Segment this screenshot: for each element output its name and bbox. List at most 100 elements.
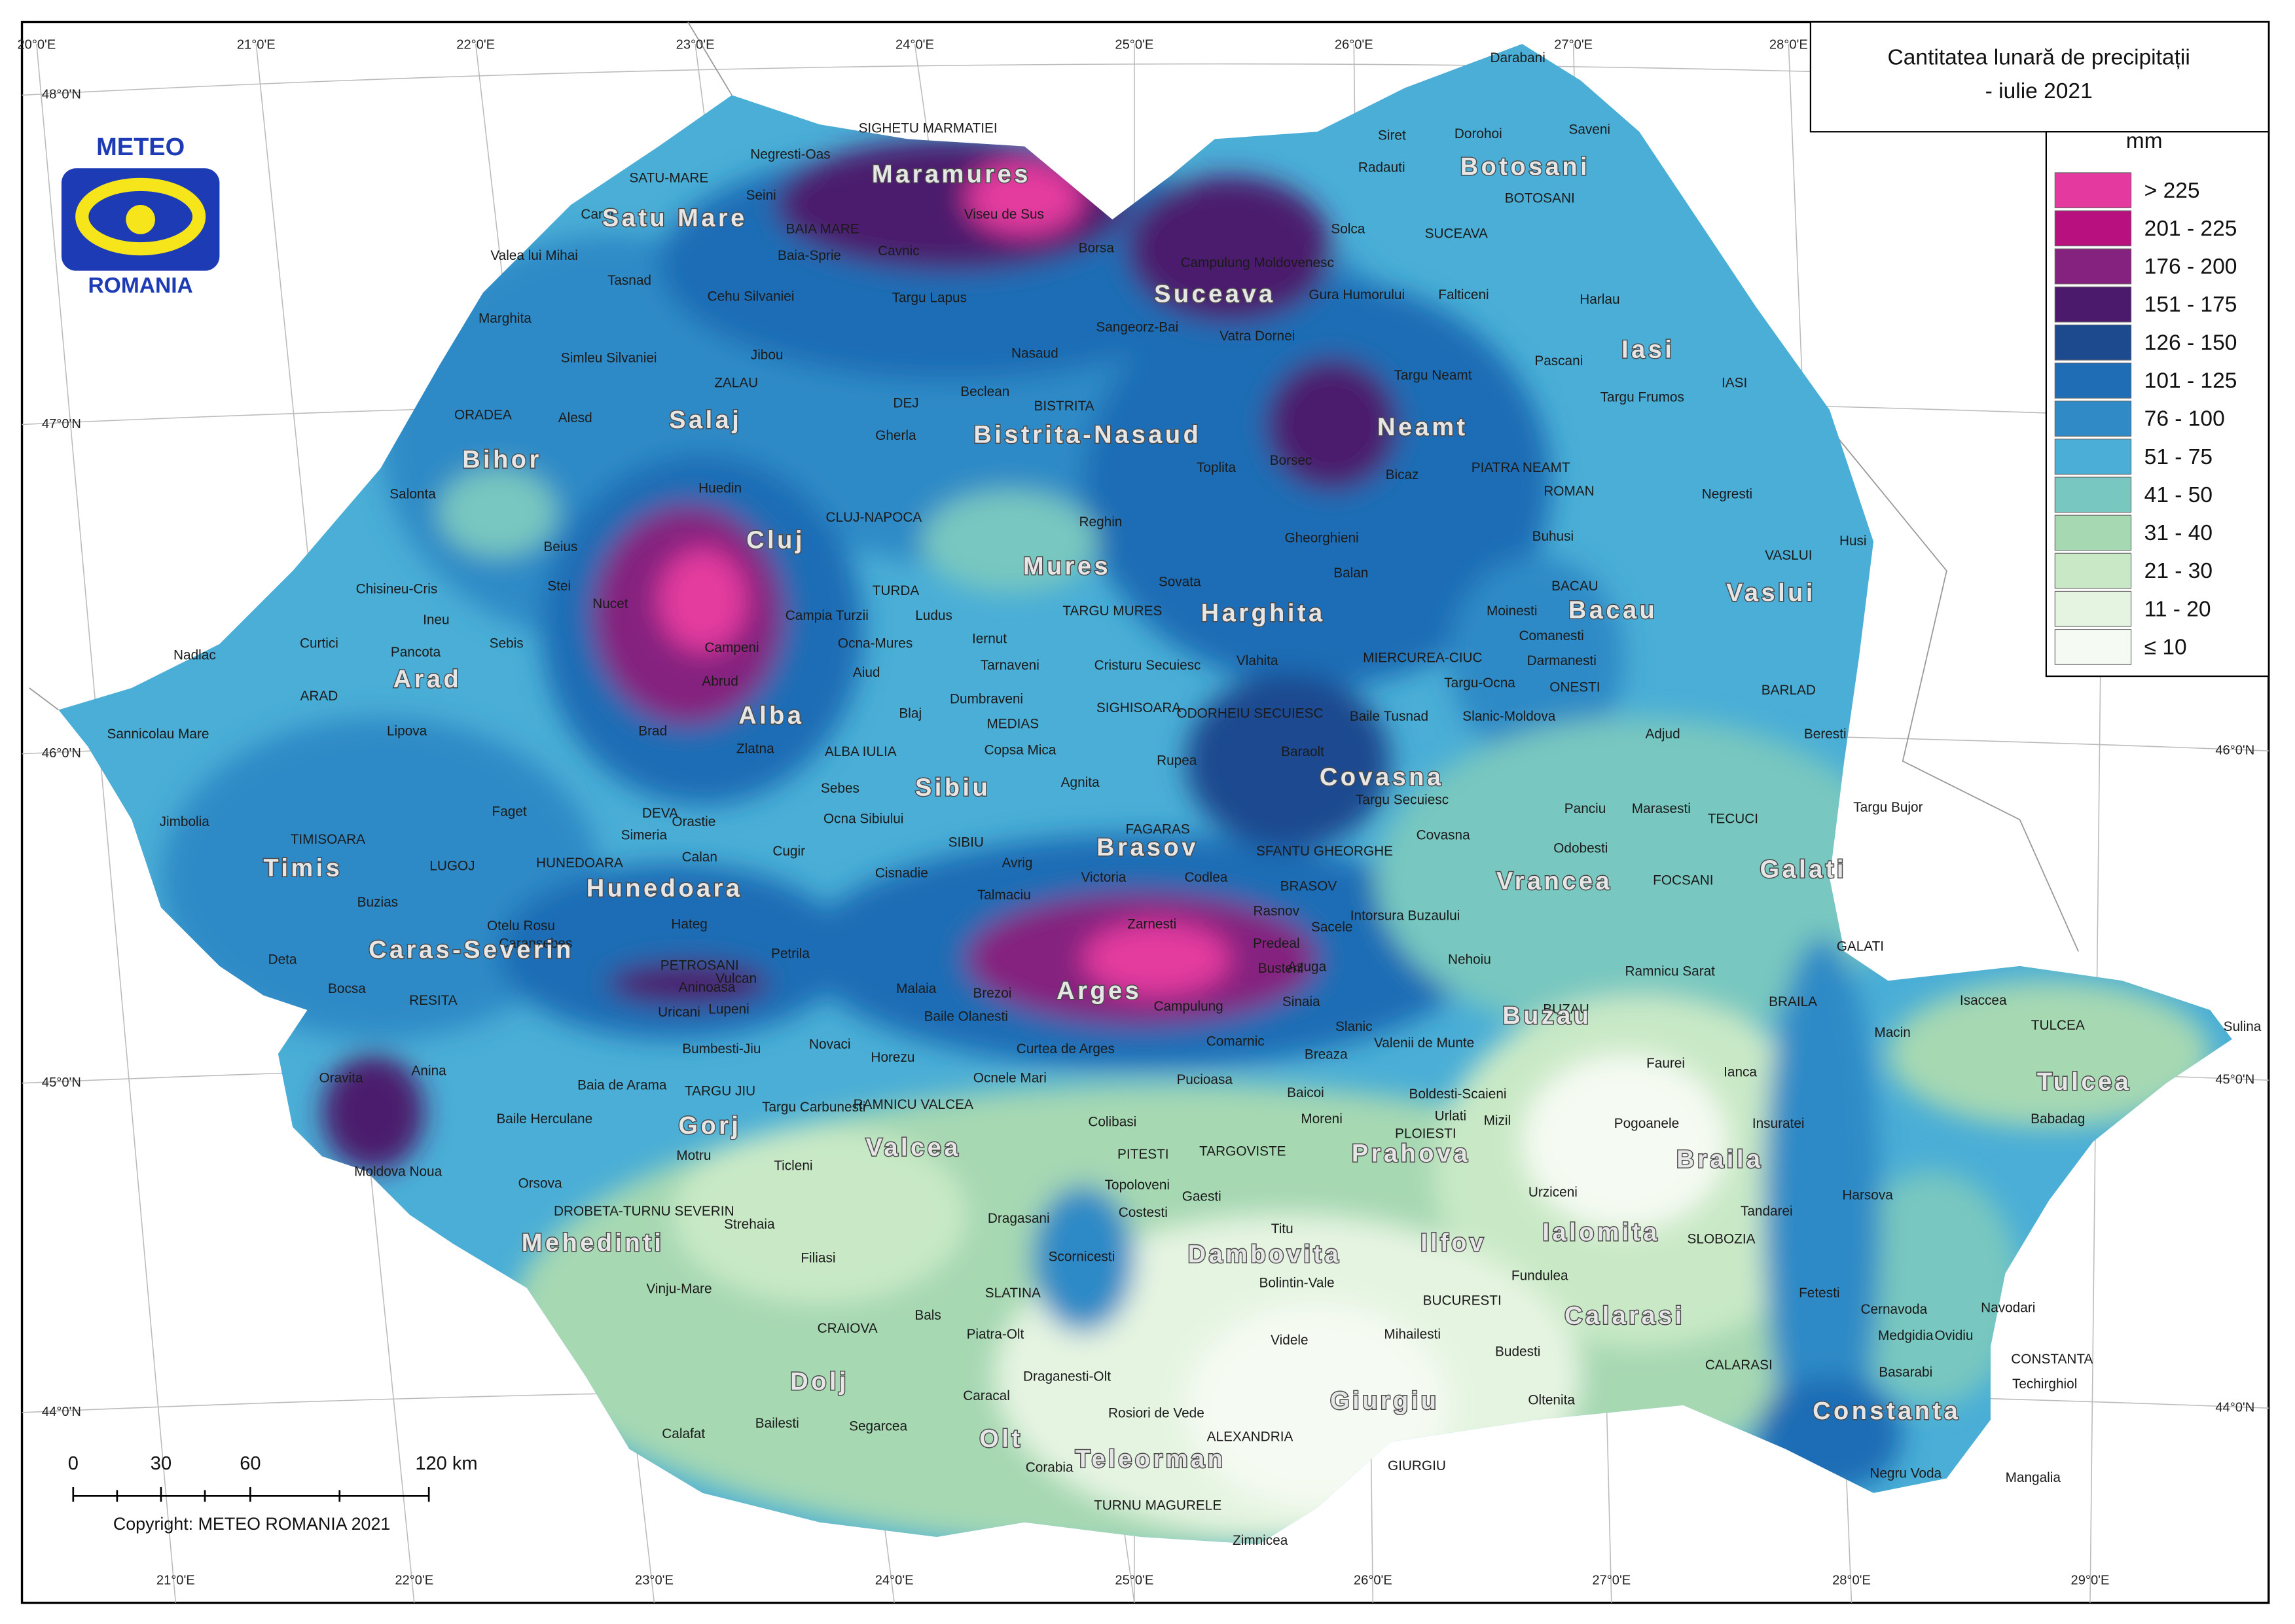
city-label: Gheorghieni	[1284, 530, 1358, 545]
graticule-label: 24°0'E	[875, 1573, 914, 1587]
county-label: Mures	[1023, 553, 1111, 581]
city-label: Lipova	[387, 724, 427, 739]
city-label: MIERCUREA-CIUC	[1363, 651, 1482, 666]
logo-top: METEO	[96, 134, 185, 161]
legend: > 225 201 - 225 176 - 200 151 - 175 126 - 15…	[2054, 172, 2237, 665]
city-label: Draganesti-Olt	[1023, 1369, 1111, 1384]
city-label: Bals	[914, 1308, 941, 1323]
city-label: LUGOJ	[429, 858, 475, 873]
city-label: Radauti	[1358, 160, 1405, 175]
city-label: SUCEAVA	[1425, 226, 1488, 241]
city-label: Gura Humorului	[1309, 287, 1405, 302]
city-label: Alesd	[558, 410, 592, 425]
legend-label: 151 - 175	[2144, 293, 2237, 317]
city-label: Mangalia	[2006, 1470, 2061, 1485]
city-label: Sebis	[490, 636, 524, 651]
city-label: Techirghiol	[2012, 1377, 2077, 1392]
graticule-label: 29°0'E	[2071, 1573, 2110, 1587]
county-label: Gorj	[678, 1112, 741, 1140]
city-label: Brezoi	[973, 986, 1012, 1001]
city-label: Brad	[638, 724, 667, 739]
legend-swatch	[2054, 439, 2132, 475]
city-label: BUCURESTI	[1423, 1293, 1502, 1308]
city-label: Huedin	[698, 480, 742, 496]
county-label: Bistrita-Nasaud	[973, 421, 1201, 448]
city-label: Agnita	[1061, 775, 1100, 790]
city-label: BOTOSANI	[1505, 191, 1575, 206]
city-label: Slanic	[1335, 1019, 1373, 1034]
county-label: Dolj	[790, 1368, 849, 1396]
city-label: Gherla	[875, 428, 916, 443]
city-label: Iernut	[972, 632, 1007, 647]
title-box	[1809, 21, 2269, 133]
city-label: Buzias	[357, 895, 398, 910]
neighbour-borders	[29, 22, 2079, 952]
city-label: BUZAU	[1543, 1001, 1589, 1017]
city-label: Borsa	[1079, 241, 1115, 256]
city-label: Ianca	[1724, 1065, 1757, 1080]
legend-swatch	[2054, 172, 2132, 209]
city-label: SIBIU	[949, 835, 984, 850]
city-label: Macin	[1874, 1025, 1910, 1040]
city-label: Avrig	[1002, 856, 1033, 871]
city-label: Dorohoi	[1455, 126, 1502, 141]
city-label: FOCSANI	[1653, 873, 1713, 888]
city-label: Sinaia	[1282, 994, 1320, 1009]
city-label: Mizil	[1484, 1113, 1511, 1128]
graticule-label: 48°0'N	[42, 88, 81, 102]
city-label: Basarabi	[1879, 1365, 1932, 1380]
county-label: Bihor	[462, 446, 542, 473]
city-label: Deta	[268, 952, 297, 967]
city-label: Oltenita	[1528, 1392, 1575, 1407]
city-label: Predeal	[1253, 936, 1300, 951]
logo-dot	[126, 205, 156, 234]
city-label: Darmanesti	[1527, 653, 1597, 668]
city-label: Orsova	[518, 1176, 562, 1191]
city-label: Medgidia	[1878, 1328, 1934, 1343]
legend-label: 11 - 20	[2144, 597, 2211, 621]
city-label: DEVA	[642, 806, 678, 821]
city-label: Sebes	[821, 781, 859, 796]
city-label: TIMISOARA	[291, 832, 365, 847]
county-label: Galati	[1760, 856, 1846, 884]
city-label: BARLAD	[1762, 683, 1816, 698]
city-label: Tasnad	[607, 273, 651, 288]
city-label: IASI	[1722, 375, 1747, 390]
scale-label: 60	[240, 1453, 261, 1474]
city-label: Videle	[1271, 1333, 1308, 1348]
city-label: Nehoiu	[1448, 952, 1491, 967]
county-label: Cluj	[746, 526, 805, 554]
city-label: TULCEA	[2031, 1018, 2085, 1033]
city-label: Balan	[1333, 566, 1368, 581]
city-label: Calan	[682, 850, 717, 865]
graticule-label: 23°0'E	[635, 1573, 674, 1587]
city-label: Moldova Noua	[354, 1164, 442, 1180]
legend-label: 126 - 150	[2144, 331, 2237, 355]
city-label: Malaia	[896, 981, 937, 996]
legend-label: 201 - 225	[2144, 217, 2237, 241]
city-label: Marghita	[479, 311, 532, 326]
city-label: Rupea	[1157, 753, 1197, 768]
city-label: Targu Bujor	[1853, 800, 1923, 815]
city-label: ONESTI	[1549, 679, 1600, 695]
county-label: Salaj	[669, 406, 742, 434]
graticule-label: 22°0'E	[395, 1573, 433, 1587]
city-label: DEJ	[893, 396, 918, 411]
city-label: TURNU MAGURELE	[1094, 1498, 1221, 1513]
city-label: HUNEDOARA	[536, 856, 623, 871]
city-label: Victoria	[1081, 870, 1126, 885]
city-label: Jimbolia	[160, 814, 210, 829]
graticule-label: 27°0'E	[1554, 38, 1593, 52]
county-label: Satu Mare	[602, 204, 748, 232]
city-label: BRASOV	[1280, 879, 1337, 894]
city-label: Seini	[746, 188, 776, 203]
city-label: GIURGIU	[1388, 1458, 1446, 1473]
city-label: Comanesti	[1519, 628, 1583, 643]
city-label: Baia-Sprie	[778, 248, 841, 263]
graticule-label: 44°0'N	[42, 1405, 81, 1419]
city-label: SLOBOZIA	[1688, 1231, 1756, 1246]
city-label: TARGOVISTE	[1199, 1144, 1286, 1159]
city-label: Buhusi	[1532, 529, 1574, 544]
city-label: Sannicolau Mare	[107, 727, 209, 742]
